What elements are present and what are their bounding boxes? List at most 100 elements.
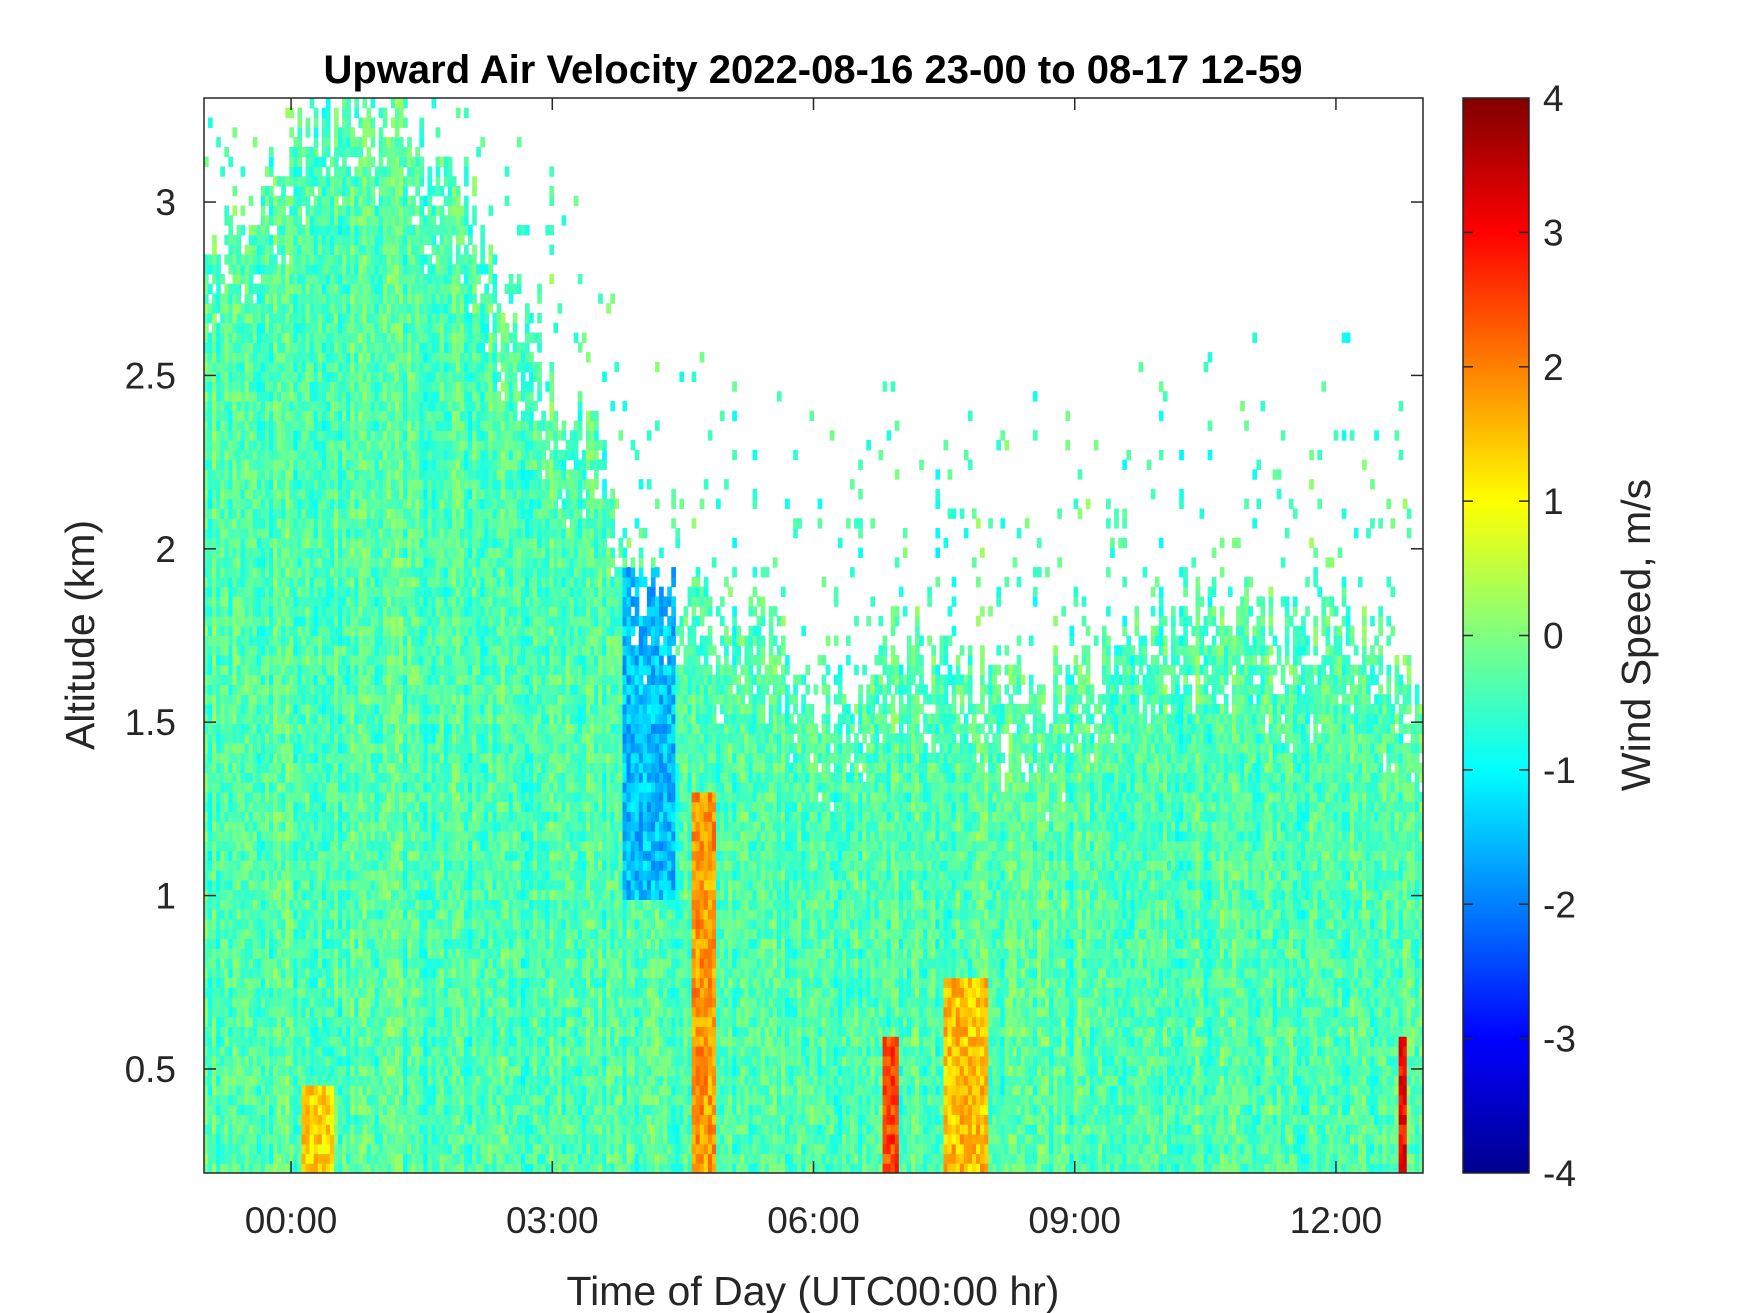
- heatmap-cell: [285, 274, 290, 284]
- heatmap-cell: [224, 1163, 229, 1173]
- heatmap-cell: [334, 284, 339, 294]
- heatmap-cell: [281, 782, 286, 792]
- heatmap-cell: [257, 1134, 262, 1144]
- heatmap-cell: [220, 323, 225, 333]
- heatmap-cell: [228, 245, 233, 255]
- heatmap-cell: [289, 1026, 294, 1036]
- heatmap-cell: [277, 1153, 282, 1163]
- heatmap-cell: [257, 899, 262, 909]
- heatmap-cell: [350, 225, 355, 235]
- heatmap-cell: [314, 948, 319, 958]
- heatmap-cell: [326, 450, 331, 460]
- heatmap-cell: [342, 694, 347, 704]
- heatmap-cell: [253, 352, 258, 362]
- heatmap-cell: [241, 206, 246, 216]
- heatmap-cell: [281, 636, 286, 646]
- heatmap-cell: [232, 352, 237, 362]
- heatmap-cell: [322, 127, 327, 137]
- heatmap-cell: [265, 508, 270, 518]
- heatmap-cell: [383, 1085, 388, 1095]
- heatmap-cell: [265, 919, 270, 929]
- heatmap-cell: [281, 616, 286, 626]
- heatmap-cell: [375, 421, 380, 431]
- heatmap-cell: [314, 411, 319, 421]
- heatmap-cell: [310, 98, 315, 108]
- heatmap-cell: [395, 499, 400, 509]
- heatmap-cell: [399, 811, 404, 821]
- heatmap-cell: [322, 1085, 327, 1095]
- heatmap-cell: [358, 352, 363, 362]
- heatmap-cell: [358, 733, 363, 743]
- heatmap-cell: [391, 196, 396, 206]
- heatmap-cell: [383, 1095, 388, 1105]
- heatmap-cell: [358, 166, 363, 176]
- heatmap-cell: [362, 860, 367, 870]
- heatmap-cell: [322, 206, 327, 216]
- heatmap-cell: [383, 479, 388, 489]
- heatmap-cell: [261, 245, 266, 255]
- heatmap-cell: [354, 880, 359, 890]
- heatmap-cell: [289, 450, 294, 460]
- heatmap-cell: [350, 880, 355, 890]
- heatmap-cell: [257, 1056, 262, 1066]
- heatmap-cell: [237, 313, 242, 323]
- heatmap-cell: [273, 1114, 278, 1124]
- heatmap-cell: [330, 1095, 335, 1105]
- heatmap-cell: [253, 821, 258, 831]
- heatmap-cell: [285, 645, 290, 655]
- heatmap-cell: [314, 684, 319, 694]
- heatmap-cell: [293, 508, 298, 518]
- heatmap-cell: [306, 948, 311, 958]
- heatmap-cell: [281, 792, 286, 802]
- heatmap-cell: [277, 303, 282, 313]
- heatmap-cell: [277, 1066, 282, 1076]
- heatmap-cell: [371, 636, 376, 646]
- heatmap-cell: [306, 636, 311, 646]
- heatmap-cell: [273, 743, 278, 753]
- heatmap-cell: [395, 841, 400, 851]
- heatmap-cell: [277, 1056, 282, 1066]
- heatmap-cell: [387, 352, 392, 362]
- heatmap-cell: [371, 596, 376, 606]
- heatmap-cell: [354, 1046, 359, 1056]
- heatmap-cell: [330, 1046, 335, 1056]
- heatmap-cell: [395, 1056, 400, 1066]
- heatmap-cell: [338, 186, 343, 196]
- heatmap-cell: [281, 714, 286, 724]
- heatmap-cell: [399, 919, 404, 929]
- heatmap-cell: [375, 802, 380, 812]
- heatmap-cell: [342, 919, 347, 929]
- heatmap-cell: [293, 186, 298, 196]
- heatmap-cell: [338, 919, 343, 929]
- heatmap-cell: [273, 723, 278, 733]
- heatmap-cell: [293, 421, 298, 431]
- heatmap-cell: [326, 929, 331, 939]
- heatmap-cell: [346, 440, 351, 450]
- heatmap-cell: [306, 411, 311, 421]
- heatmap-cell: [289, 958, 294, 968]
- heatmap-cell: [253, 626, 258, 636]
- heatmap-cell: [277, 831, 282, 841]
- heatmap-cell: [330, 772, 335, 782]
- heatmap-cell: [228, 1163, 233, 1173]
- heatmap-cell: [322, 1066, 327, 1076]
- heatmap-cell: [358, 1134, 363, 1144]
- heatmap-cell: [342, 196, 347, 206]
- heatmap-cell: [350, 1046, 355, 1056]
- heatmap-cell: [362, 841, 367, 851]
- heatmap-cell: [358, 381, 363, 391]
- heatmap-cell: [257, 440, 262, 450]
- heatmap-cell: [269, 792, 274, 802]
- heatmap-cell: [245, 714, 250, 724]
- heatmap-cell: [208, 645, 213, 655]
- heatmap-cell: [257, 929, 262, 939]
- heatmap-cell: [318, 479, 323, 489]
- heatmap-cell: [228, 1144, 233, 1154]
- heatmap-cell: [379, 196, 384, 206]
- heatmap-cell: [342, 958, 347, 968]
- heatmap-cell: [220, 684, 225, 694]
- heatmap-cell: [318, 1144, 323, 1154]
- heatmap-cell: [371, 538, 376, 548]
- heatmap-cell: [383, 235, 388, 245]
- heatmap-cell: [281, 919, 286, 929]
